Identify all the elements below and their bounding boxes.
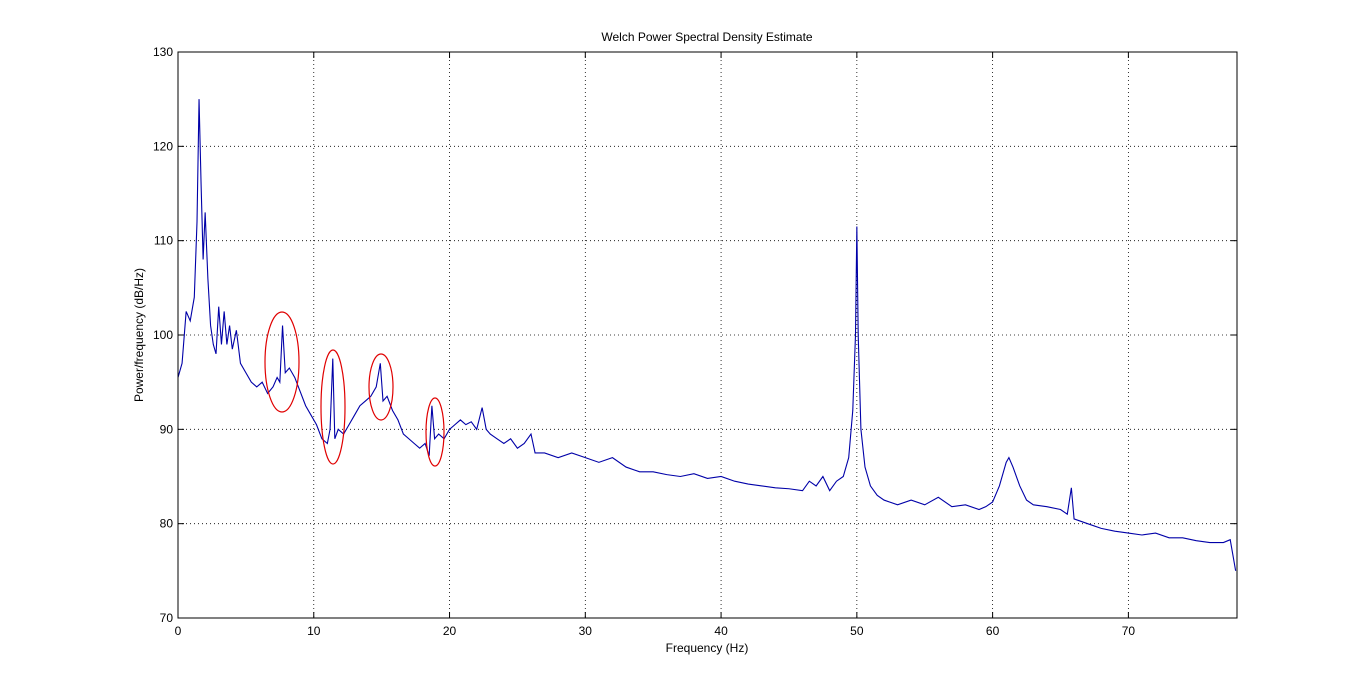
x-tick-label: 20 [443,624,457,638]
y-tick-label: 70 [160,611,174,625]
axes-box [177,51,1238,619]
x-tick-label: 0 [175,624,182,638]
x-tick-label: 10 [307,624,321,638]
y-tick-label: 130 [153,45,173,59]
x-tick-label: 30 [579,624,593,638]
highlight-ellipse [425,397,445,467]
highlight-ellipse [368,353,394,421]
y-axis-label: Power/frequency (dB/Hz) [132,268,146,402]
annotations [264,311,445,467]
y-tick-label: 120 [153,139,173,153]
x-tick-label: 50 [850,624,864,638]
x-axis-label: Frequency (Hz) [666,641,749,655]
highlight-ellipse [264,311,300,413]
x-tick-label: 60 [986,624,1000,638]
y-tick-label: 90 [160,422,174,436]
data-line [177,99,1237,571]
y-tick-label: 80 [160,517,174,531]
x-tick-label: 40 [714,624,728,638]
x-tick-label: 70 [1122,624,1136,638]
highlight-ellipse [320,349,346,465]
y-tick-label: 100 [153,328,173,342]
y-tick-label: 110 [154,234,173,248]
chart-title: Welch Power Spectral Density Estimate [601,30,813,44]
plot-area: 70 80 90 100 110 120 130 0 10 20 30 40 50 60 70 [153,45,1238,638]
